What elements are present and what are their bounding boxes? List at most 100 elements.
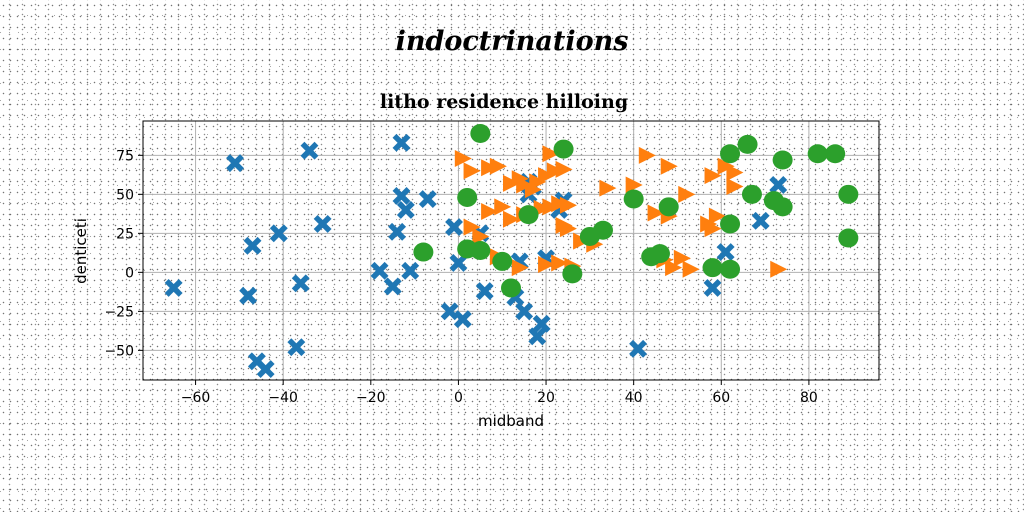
x-tick-label: −40 [268,390,298,406]
data-point-triangle-right [726,163,744,181]
y-tick-label: 0 [125,265,134,281]
data-point-x [453,310,472,329]
data-point-triangle-right [770,260,788,278]
data-point-circle [720,144,741,164]
x-axis-label: midband [478,412,544,430]
data-point-circle [741,184,762,204]
data-point-triangle-right [542,145,560,163]
data-point-triangle-right [660,157,678,175]
data-point-x [256,360,275,379]
data-point-circle [470,241,491,260]
x-tick-label: 40 [625,390,643,406]
data-point-circle [457,187,478,207]
grid-lines [143,121,879,380]
data-point-x [751,211,770,230]
data-point-triangle-right [503,174,520,192]
data-point-x [388,222,407,241]
data-point-circle [553,139,574,159]
chart-title: litho residence hilloing [380,91,628,113]
data-point-circle [702,258,723,278]
data-point-x [528,327,547,346]
data-point-x [291,274,310,293]
data-point-x [449,254,468,272]
data-point-circle [518,205,539,225]
data-point-x [475,282,494,301]
data-point-circle [593,220,613,240]
data-point-circle [720,259,741,279]
axis-ticks: −60 −40 −20 0 20 40 60 80 −50 −25 0 25 50 75 [104,148,817,406]
data-point-triangle-right [704,220,722,238]
data-point-triangle-right [551,195,569,213]
data-point-x [440,302,459,321]
data-point-triangle-right [503,210,520,228]
x-tick-label: 20 [537,390,555,406]
data-point-x [226,154,244,173]
data-point-triangle-right [647,204,665,222]
data-point-x [269,224,288,243]
data-point-triangle-right [665,259,683,277]
data-point-triangle-right [494,198,512,216]
data-point-triangle-right [704,167,722,185]
data-point-triangle-right [625,176,643,194]
data-point-triangle-right [472,227,490,245]
data-point-triangle-right [726,178,744,196]
y-tick-label: −50 [104,343,134,359]
x-tick-label: 0 [454,390,463,406]
data-point-triangle-right [538,167,556,185]
data-point-triangle-right [678,185,696,203]
data-point-triangle-right [529,173,547,191]
y-tick-label: −25 [104,304,134,320]
data-point-x [243,236,262,255]
page-title: indoctrinations [395,26,629,57]
data-point-circle [649,244,670,264]
data-point-circle [737,134,758,154]
x-tick-label: 60 [712,390,730,406]
data-point-x [392,186,411,205]
plot-area-frame [142,120,880,381]
data-point-triangle-right [559,220,577,238]
y-tick-label: 25 [116,226,134,242]
data-point-x [769,176,788,194]
data-point-triangle-right [551,254,569,272]
data-point-x [164,279,183,297]
data-point-circle [825,144,846,164]
data-point-triangle-right [511,259,529,277]
data-point-circle [623,189,644,209]
data-point-triangle-right [481,202,499,220]
data-point-x [515,302,534,321]
data-point-x [629,339,647,358]
data-point-circle [838,184,859,204]
data-point-triangle-right [463,218,481,236]
data-point-triangle-right [682,260,700,278]
data-point-circle [772,150,793,170]
x-tick-label: 80 [800,390,818,406]
data-point-x [396,200,415,219]
data-point-triangle-right [463,162,481,180]
data-point-x [370,261,389,280]
data-point-circle [562,264,583,284]
data-point-x [300,141,319,160]
x-tick-label: −20 [356,390,386,406]
data-point-triangle-right [708,207,726,225]
data-point-x [383,277,402,296]
data-point-triangle-right [559,196,577,214]
data-point-circle [658,197,679,217]
data-point-circle [470,123,491,143]
data-point-triangle-right [454,149,472,167]
data-point-x [287,338,306,357]
data-point-x [313,215,332,233]
data-point-triangle-right [555,160,573,178]
data-point-circle [501,278,521,298]
data-point-x [239,286,258,305]
data-point-triangle-right [489,157,507,175]
data-point-triangle-right [538,256,556,274]
data-point-circle [492,251,513,271]
data-point-x [445,218,463,237]
data-points [164,123,859,379]
data-point-x [532,314,551,333]
y-tick-label: 75 [116,148,134,164]
data-point-triangle-right [524,181,542,199]
data-point-triangle-right [717,157,735,175]
data-point-x [418,190,437,208]
